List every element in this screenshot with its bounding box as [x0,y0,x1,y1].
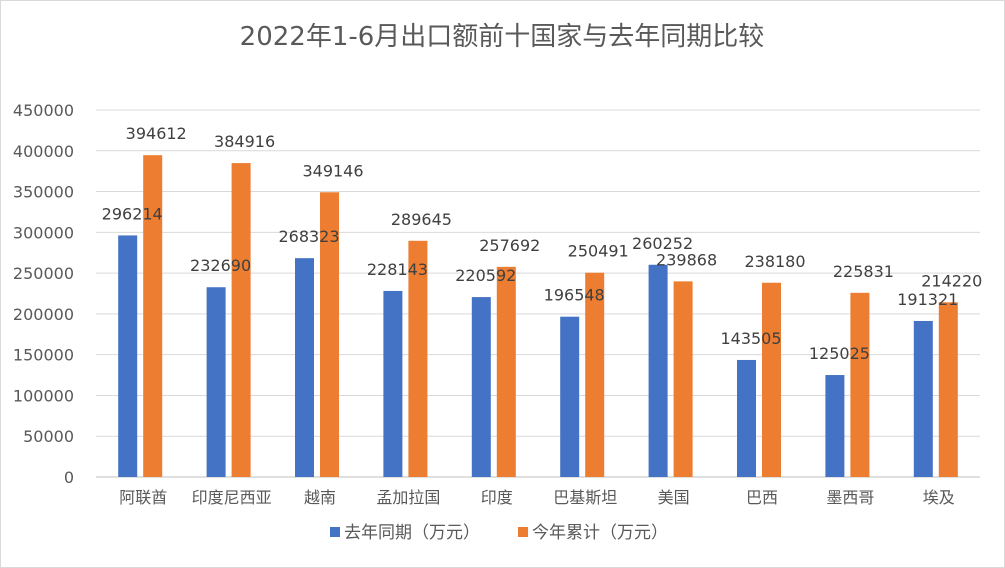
data-label: 232690 [190,256,251,275]
bar [231,163,251,477]
chart-title: 2022年1-6月出口额前十国家与去年同期比较 [240,22,765,52]
y-axis-ticks: 0 50000 100000 150000 200000 250000 300000 3500… [13,101,74,487]
data-label: 125025 [809,344,870,363]
x-tick-label: 美国 [658,488,690,507]
y-tick-label: 450000 [13,101,74,120]
y-tick-label: 400000 [13,142,74,161]
bar [408,240,428,477]
data-label: 250491 [568,242,629,261]
data-label: 296214 [102,204,163,223]
bar [471,297,491,477]
data-label: 349146 [302,161,363,180]
x-tick-label: 墨西哥 [826,488,874,507]
data-label: 260252 [632,234,693,253]
data-label: 239868 [656,250,717,269]
legend-label: 去年同期（万元） [344,523,480,543]
y-tick-label: 250000 [13,264,74,283]
bar [938,302,958,477]
bar [383,290,403,477]
y-tick-label: 100000 [13,386,74,405]
gridlines [96,109,980,478]
data-label: 384916 [214,132,275,151]
y-tick-label: 200000 [13,305,74,324]
data-label: 143505 [720,329,781,348]
bar [762,282,781,477]
bar [118,235,138,477]
x-tick-label: 阿联酋 [119,488,167,507]
bar [143,155,163,477]
x-tick-label: 巴基斯坦 [553,488,617,507]
bar [295,258,314,477]
y-tick-label: 350000 [13,183,74,202]
data-label: 225831 [833,262,894,281]
legend-swatch [518,527,528,537]
bar [648,264,668,477]
data-label: 394612 [126,124,187,143]
y-tick-label: 50000 [23,427,74,446]
x-tick-label: 印度 [481,488,513,507]
x-tick-label: 越南 [304,488,336,507]
bar [673,281,693,477]
bar [585,272,605,477]
y-tick-label: 0 [64,468,74,487]
data-labels: 296214 394612 232690 384916 268323 349146 2281… [102,124,983,363]
bar [913,320,933,477]
data-label: 191321 [897,290,958,309]
legend: 去年同期（万元） 今年累计（万元） [330,523,668,543]
bar [825,375,845,477]
data-label: 214220 [921,271,982,290]
legend-swatch [330,527,340,537]
bars [118,155,958,477]
x-tick-label: 孟加拉国 [376,488,440,507]
data-label: 228143 [367,260,428,279]
x-axis-labels: 阿联酋 印度尼西亚 越南 孟加拉国 印度 巴基斯坦 美国 巴西 墨西哥 埃及 [119,488,955,507]
bar [560,316,580,477]
x-tick-label: 印度尼西亚 [192,488,272,507]
y-tick-label: 150000 [13,346,74,365]
bar [320,192,339,477]
bar [496,266,516,477]
bar [737,359,756,477]
data-label: 257692 [479,236,540,255]
legend-label: 今年累计（万元） [532,523,668,543]
data-label: 289645 [391,210,452,229]
x-tick-label: 埃及 [923,488,955,507]
data-label: 268323 [278,227,339,246]
data-label: 238180 [744,252,805,271]
data-label: 220592 [455,266,516,285]
bar [850,292,870,477]
x-tick-label: 巴西 [746,488,778,507]
y-tick-label: 300000 [13,223,74,242]
data-label: 196548 [544,286,605,305]
bar [206,287,226,477]
